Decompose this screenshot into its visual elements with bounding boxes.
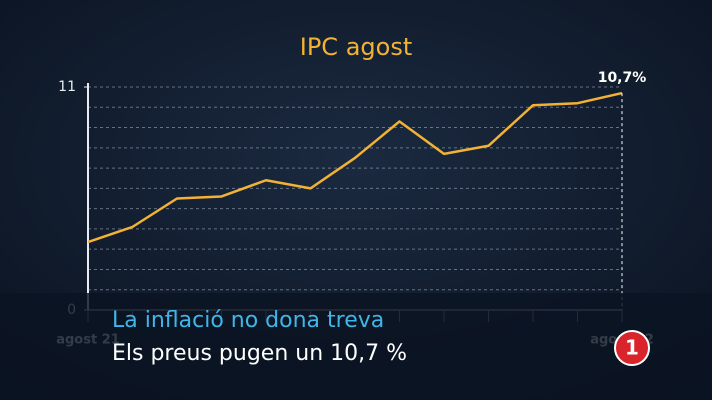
logo-text: 1 bbox=[625, 336, 639, 360]
data-label: 10,7% bbox=[598, 70, 647, 86]
caption-band bbox=[0, 293, 712, 400]
caption-subline: Els preus pugen un 10,7 % bbox=[112, 341, 407, 366]
caption-headline: La inflació no dona treva bbox=[112, 308, 384, 333]
chart-title: IPC agost bbox=[300, 33, 412, 61]
logo-badge bbox=[614, 330, 650, 366]
y-tick-label: 11 bbox=[58, 79, 76, 95]
line-series bbox=[87, 91, 623, 244]
